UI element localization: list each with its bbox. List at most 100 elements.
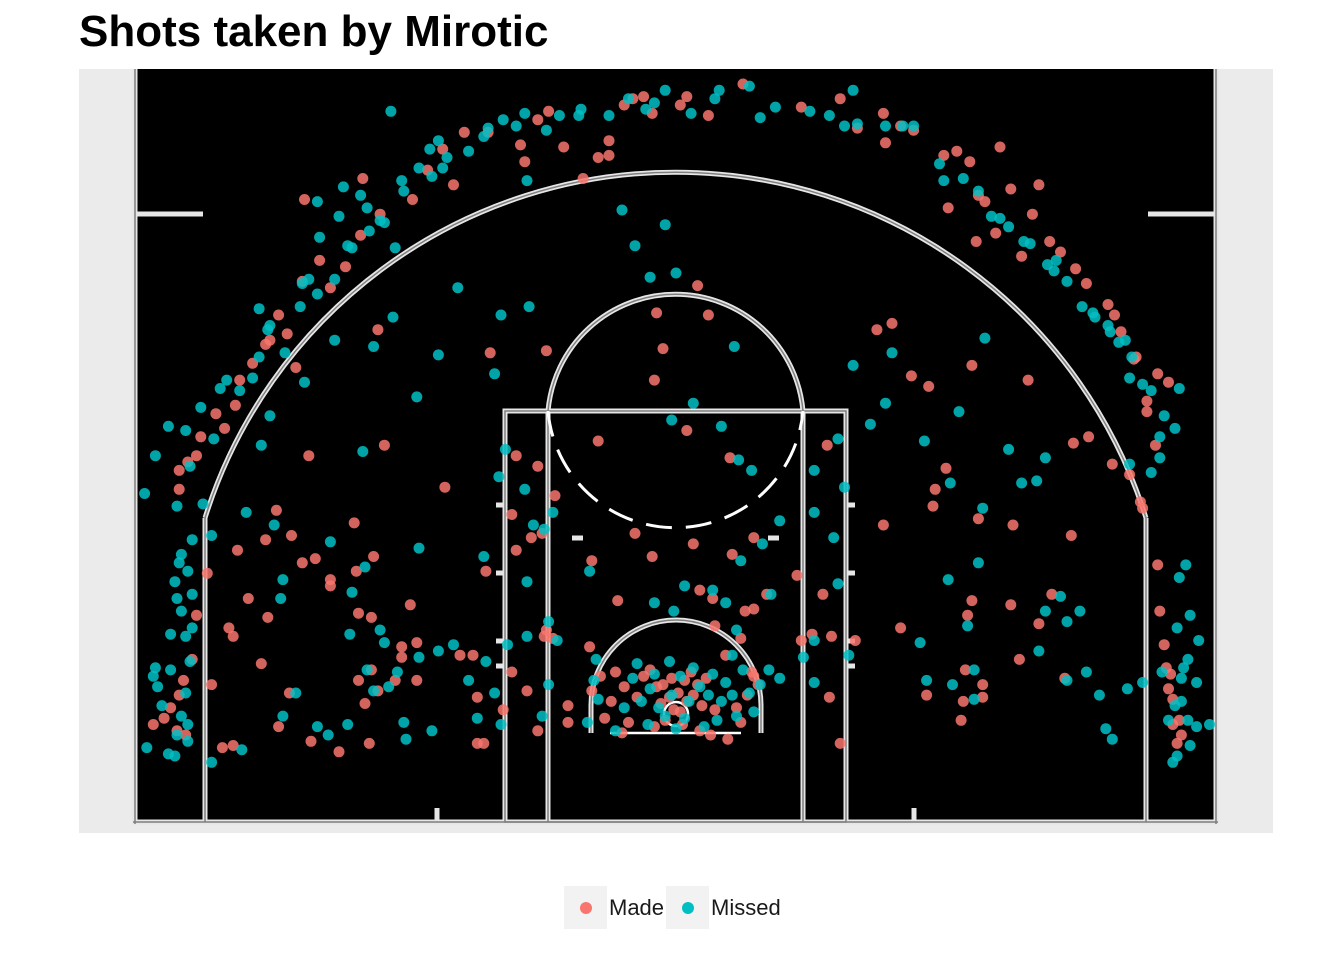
lane-outer-core bbox=[504, 410, 847, 823]
shot-point-made bbox=[299, 194, 310, 205]
shot-point-missed bbox=[581, 716, 593, 728]
shot-point-made bbox=[525, 532, 537, 544]
shot-point-made bbox=[478, 737, 490, 749]
shot-point-made bbox=[826, 630, 837, 642]
shot-point-missed bbox=[715, 420, 727, 432]
shot-point-made bbox=[1154, 605, 1166, 617]
shot-point-made bbox=[1109, 309, 1120, 321]
shot-point-made bbox=[497, 704, 509, 716]
shot-point-made bbox=[623, 716, 634, 728]
shot-point-missed bbox=[299, 376, 310, 388]
shot-point-made bbox=[1044, 236, 1056, 247]
shot-point-made bbox=[273, 309, 285, 321]
shot-point-missed bbox=[499, 443, 511, 455]
shot-point-made bbox=[363, 737, 375, 749]
shot-point-made bbox=[651, 307, 663, 319]
shot-point-made bbox=[324, 282, 336, 294]
shot-point-made bbox=[368, 551, 380, 562]
shot-point-missed bbox=[674, 670, 686, 682]
shot-point-missed bbox=[832, 578, 844, 590]
shot-point-made bbox=[821, 439, 833, 451]
legend-label-made: Made bbox=[609, 894, 665, 920]
shot-point-missed bbox=[1193, 635, 1205, 646]
shot-point-missed bbox=[139, 488, 151, 499]
shot-point-made bbox=[610, 666, 621, 678]
shot-point-made bbox=[264, 334, 276, 346]
shot-point-missed bbox=[527, 519, 539, 531]
shot-point-missed bbox=[311, 196, 323, 208]
shot-point-missed bbox=[206, 530, 218, 541]
shot-point-missed bbox=[141, 742, 153, 754]
shot-point-missed bbox=[152, 681, 164, 693]
shot-point-missed bbox=[573, 110, 585, 121]
shot-point-missed bbox=[374, 215, 386, 226]
shot-point-missed bbox=[482, 122, 494, 134]
shot-point-missed bbox=[413, 542, 425, 554]
shot-point-missed bbox=[754, 679, 766, 691]
shot-point-missed bbox=[275, 593, 287, 604]
shot-point-missed bbox=[864, 418, 876, 430]
shot-point-missed bbox=[635, 695, 647, 707]
shot-point-made bbox=[938, 149, 950, 161]
shot-point-missed bbox=[726, 649, 738, 661]
shot-point-missed bbox=[1154, 452, 1166, 464]
shot-point-made bbox=[692, 280, 704, 292]
shot-point-missed bbox=[333, 210, 345, 222]
shot-point-missed bbox=[551, 635, 563, 646]
shot-point-missed bbox=[616, 204, 628, 216]
shot-point-made bbox=[411, 674, 423, 686]
shot-point-missed bbox=[713, 84, 725, 96]
shot-point-made bbox=[964, 156, 976, 168]
shot-point-missed bbox=[1031, 475, 1043, 487]
shot-point-missed bbox=[329, 334, 341, 346]
shot-point-made bbox=[687, 538, 699, 550]
shot-point-missed bbox=[808, 464, 820, 476]
shot-point-missed bbox=[774, 672, 786, 684]
shot-point-missed bbox=[1039, 605, 1051, 617]
shot-point-missed bbox=[424, 143, 436, 155]
shot-point-missed bbox=[389, 242, 401, 254]
shot-point-missed bbox=[851, 118, 863, 130]
shot-point-missed bbox=[629, 240, 641, 252]
shot-point-missed bbox=[1180, 559, 1192, 571]
shot-point-missed bbox=[694, 681, 706, 693]
shot-point-missed bbox=[921, 674, 933, 686]
shot-point-missed bbox=[290, 687, 302, 699]
shot-point-missed bbox=[1175, 695, 1187, 707]
shot-point-missed bbox=[1156, 666, 1168, 678]
shot-point-made bbox=[286, 530, 297, 541]
shot-point-missed bbox=[329, 273, 341, 285]
shot-point-missed bbox=[342, 240, 354, 252]
shot-point-missed bbox=[1039, 452, 1051, 464]
shot-point-missed bbox=[175, 710, 187, 722]
shot-point-made bbox=[1067, 437, 1079, 449]
shot-point-made bbox=[467, 649, 479, 661]
shot-point-missed bbox=[162, 420, 174, 432]
legend-key-missed bbox=[666, 886, 710, 929]
shot-point-missed bbox=[1191, 721, 1203, 733]
legend-item-made: Made bbox=[564, 886, 666, 929]
shot-point-made bbox=[823, 691, 835, 703]
shot-point-made bbox=[592, 152, 604, 163]
shot-point-missed bbox=[728, 341, 740, 352]
shot-point-made bbox=[702, 110, 714, 121]
shot-point-missed bbox=[368, 341, 380, 352]
shot-point-missed bbox=[247, 372, 259, 384]
shot-point-missed bbox=[547, 506, 559, 518]
shot-point-missed bbox=[361, 664, 373, 676]
shot-point-missed bbox=[398, 716, 410, 728]
shot-point-missed bbox=[357, 446, 369, 457]
shot-point-made bbox=[219, 422, 231, 434]
shot-point-missed bbox=[471, 712, 483, 724]
shot-point-made bbox=[929, 483, 941, 495]
shot-point-missed bbox=[720, 677, 732, 688]
shot-point-made bbox=[1033, 618, 1045, 630]
shot-point-missed bbox=[668, 605, 680, 617]
shot-point-made bbox=[834, 737, 846, 749]
shot-point-made bbox=[599, 712, 611, 724]
shot-point-made bbox=[1033, 179, 1045, 191]
shot-point-missed bbox=[523, 301, 535, 313]
shot-point-missed bbox=[994, 212, 1006, 224]
shot-point-missed bbox=[149, 662, 161, 674]
